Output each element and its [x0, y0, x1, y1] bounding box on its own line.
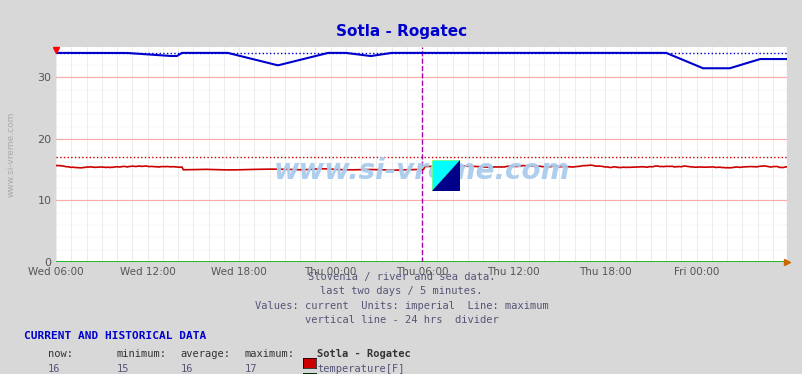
Text: 17: 17: [245, 364, 257, 374]
Text: 16: 16: [48, 364, 61, 374]
Text: Sotla - Rogatec: Sotla - Rogatec: [317, 349, 411, 359]
Text: temperature[F]: temperature[F]: [317, 364, 404, 374]
Text: 16: 16: [180, 364, 193, 374]
Text: minimum:: minimum:: [116, 349, 166, 359]
Text: now:: now:: [48, 349, 73, 359]
Bar: [431, 160, 460, 191]
Text: Slovenia / river and sea data.: Slovenia / river and sea data.: [307, 272, 495, 282]
Text: average:: average:: [180, 349, 230, 359]
Text: 15: 15: [116, 364, 129, 374]
Text: www.si-vreme.com: www.si-vreme.com: [6, 111, 15, 197]
Text: www.si-vreme.com: www.si-vreme.com: [273, 157, 569, 186]
Text: Sotla - Rogatec: Sotla - Rogatec: [335, 24, 467, 39]
Text: vertical line - 24 hrs  divider: vertical line - 24 hrs divider: [304, 315, 498, 325]
Polygon shape: [431, 160, 460, 191]
Text: CURRENT AND HISTORICAL DATA: CURRENT AND HISTORICAL DATA: [24, 331, 206, 341]
Text: last two days / 5 minutes.: last two days / 5 minutes.: [320, 286, 482, 297]
Polygon shape: [431, 160, 460, 191]
Text: Values: current  Units: imperial  Line: maximum: Values: current Units: imperial Line: ma…: [254, 301, 548, 311]
Text: maximum:: maximum:: [245, 349, 294, 359]
